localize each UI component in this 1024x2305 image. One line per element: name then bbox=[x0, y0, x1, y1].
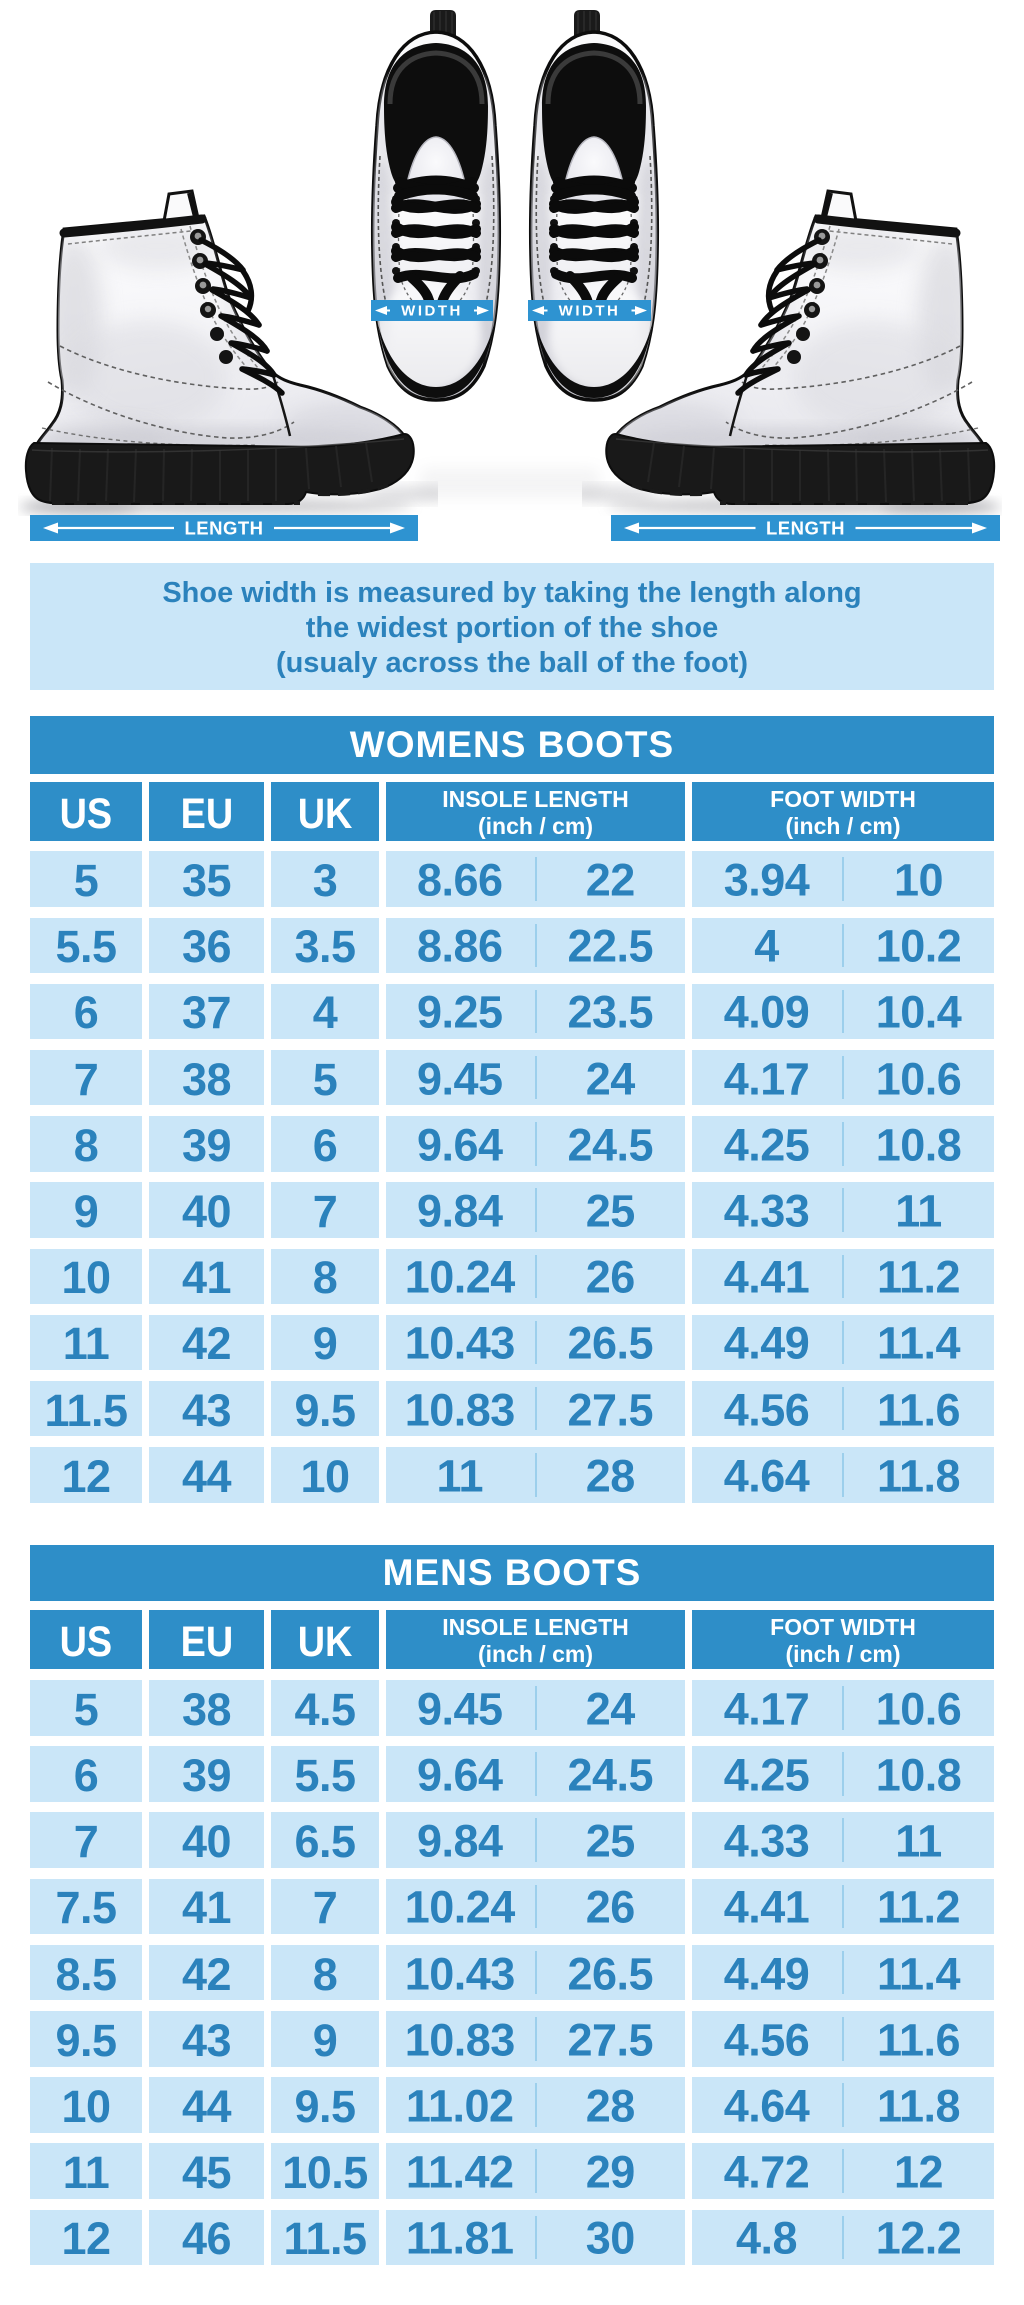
svg-text:LENGTH: LENGTH bbox=[766, 518, 845, 539]
svg-text:WIDTH: WIDTH bbox=[401, 303, 463, 320]
svg-text:LENGTH: LENGTH bbox=[184, 518, 263, 539]
svg-text:WIDTH: WIDTH bbox=[559, 303, 621, 320]
